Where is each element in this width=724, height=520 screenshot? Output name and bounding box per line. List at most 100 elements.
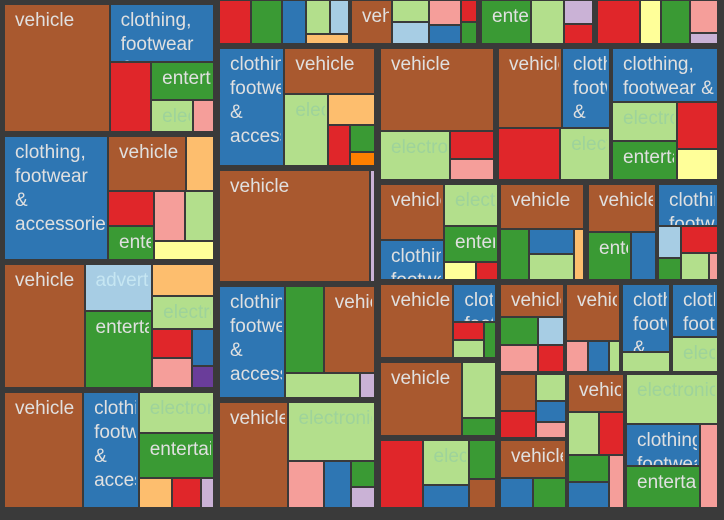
treemap-tile-red: [460, 0, 477, 22]
treemap-tile-yellow: [444, 262, 477, 280]
tile-label: vehicle: [579, 380, 621, 401]
treemap-tile-entertainment: entertainment: [612, 141, 678, 180]
tile-label: clothing, footwear & accessories: [120, 10, 194, 61]
treemap-tile-vehicle: vehicle: [323, 286, 375, 374]
treemap-tile-electronics: electronics: [422, 440, 469, 486]
treemap-tile-electronics: electronics: [151, 99, 194, 132]
treemap-tile-entertainment: entertainment: [108, 225, 154, 260]
treemap-tile-clothing: [428, 25, 461, 44]
treemap-tile-vehicle: vehicle: [566, 284, 620, 341]
treemap-tile-entertainment: [285, 286, 324, 374]
treemap-tile-entertainment: entertainment: [626, 466, 700, 508]
treemap-tile-entertainment: [500, 228, 530, 280]
tile-label: entertainment: [455, 232, 495, 253]
treemap-tile-electronics: [285, 373, 361, 398]
treemap-tile-electronics: [609, 340, 620, 372]
treemap-tile-entertainment: [461, 417, 496, 436]
treemap-tile-orange: [573, 228, 584, 280]
treemap-tile-purple: [192, 365, 214, 388]
treemap-tile-red: [152, 328, 193, 359]
treemap-tile-vehicle: vehicle: [380, 184, 445, 240]
treemap-tile-entertainment: [251, 0, 282, 44]
treemap-tile-electronics: [681, 252, 709, 280]
treemap-tile-red: [109, 61, 152, 132]
tile-label: vehicle: [391, 290, 451, 311]
treemap-tile-electronics: [568, 412, 600, 456]
treemap-tile-entertainment: [661, 0, 690, 44]
treemap-tile-clothing: clothing, footwear & accessories: [4, 136, 109, 260]
treemap-tile-red: [681, 225, 718, 253]
tile-label: entertainment: [623, 147, 674, 168]
tile-label: electronics: [433, 446, 466, 467]
treemap-tile-vehicle: vehicle: [351, 0, 393, 44]
tile-label: vehicle: [577, 290, 617, 311]
tile-label: electronics: [623, 108, 674, 129]
tile-label: entertainment: [119, 231, 151, 253]
treemap-tile-electronics: [530, 0, 565, 44]
tile-label: vehicle: [511, 190, 571, 211]
tile-label: clothing, footwear & accessories: [15, 142, 106, 235]
treemap-tile-advertising: [392, 22, 429, 44]
treemap-tile-clothing: [192, 328, 214, 366]
treemap-tile-entertainment: entertainment: [588, 232, 632, 280]
tile-label: electronics: [455, 190, 495, 211]
treemap-tile-vehicle: vehicle: [4, 264, 85, 388]
treemap-tile-lavender: [350, 486, 375, 508]
treemap-tile-clothing: [323, 460, 351, 508]
treemap-tile-clothing: clothing, footwear & accessories: [672, 284, 718, 337]
tile-label: vehicle: [15, 10, 75, 31]
tile-label: clothing, footwear & accessories: [94, 398, 136, 491]
treemap-tile-electronics: electronics: [626, 374, 718, 425]
treemap-tile-advertising: [658, 225, 682, 259]
treemap-tile-entertainment: [468, 440, 496, 479]
treemap-tile-vehicle: vehicle: [380, 284, 454, 358]
treemap-tile-entertainment: [349, 124, 375, 153]
treemap-tile-pink: [287, 460, 324, 508]
treemap-tile-pink: [535, 422, 566, 438]
treemap-tile-electronics: electronics: [287, 402, 375, 461]
treemap-tile-clothing: clothing, footwear & accessories: [622, 284, 670, 353]
treemap-tile-clothing: clothing, footwear & accessories: [83, 392, 139, 508]
treemap-tile-clothing: [422, 485, 469, 508]
treemap-tile-vehicle: [468, 478, 496, 508]
treemap-tile-clothing: clothing, footwear & accessories: [219, 48, 285, 166]
tile-label: clothing, footwear & accessories: [683, 290, 715, 335]
treemap-tile-electronics: electronics: [612, 102, 678, 141]
tile-label: entertainment: [637, 472, 697, 494]
tile-label: electronics: [162, 105, 190, 127]
treemap-tile-lavender: [689, 33, 718, 44]
treemap-tile-pink: [699, 424, 718, 508]
treemap-tile-yellow: [153, 240, 214, 260]
tile-label: vehicle: [295, 54, 355, 75]
treemap-tile-red: [599, 412, 624, 456]
treemap-tile-vehicle: vehicle: [4, 392, 84, 508]
treemap-tile-pink: [153, 191, 186, 241]
treemap-tile-pink: [449, 158, 494, 180]
treemap-tile-clothing: [568, 481, 609, 508]
treemap-tile-electronics: electronics: [380, 130, 450, 180]
tile-label: clothing, footwear & accessories: [669, 190, 715, 226]
treemap-tile-pink: [500, 344, 539, 372]
treemap-tile-advertising: [330, 0, 349, 35]
treemap-tile-red: [538, 344, 564, 372]
treemap-tile-entertainment: [500, 317, 539, 345]
treemap-tile-pink: [193, 99, 214, 132]
treemap-tile-vehicle: vehicle: [498, 48, 562, 129]
treemap-tile-entertainment: [460, 22, 477, 44]
treemap-tile-red: [476, 262, 498, 280]
tile-label: vehicle: [599, 190, 653, 211]
tile-label: entertainment: [162, 67, 211, 89]
treemap-tile-vehicle: vehicle: [588, 184, 656, 232]
tile-label: clothing, footwear & accessories: [623, 54, 714, 99]
treemap-tile-orange: [185, 136, 214, 192]
treemap-tile-electronics: electronics: [138, 392, 214, 433]
treemap-tile-pink: [689, 0, 718, 33]
treemap-tile-red: [380, 440, 423, 508]
treemap-tile-clothing: [631, 232, 656, 280]
tile-label: vehicle: [509, 54, 559, 75]
tile-label: entertainment: [599, 238, 628, 259]
treemap-tile-red: [500, 410, 536, 438]
tile-label: vehicle: [230, 408, 285, 429]
treemap-tile-entertainment: [568, 455, 609, 482]
